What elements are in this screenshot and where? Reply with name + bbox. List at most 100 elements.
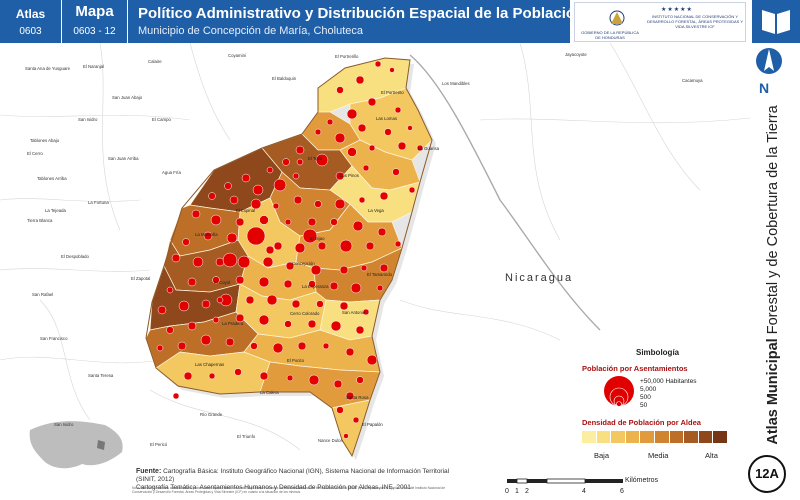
- settlement-point: [241, 173, 251, 183]
- place-label: El Tejar: [308, 156, 323, 161]
- settlement-point: [182, 238, 190, 246]
- atlas-label: Atlas: [15, 7, 46, 21]
- settlement-point: [346, 108, 358, 120]
- density-mid-label: Media: [648, 451, 669, 460]
- settlement-points: [156, 60, 424, 439]
- settlement-point: [156, 344, 164, 352]
- density-swatch: [669, 431, 685, 443]
- settlement-point: [265, 245, 275, 255]
- place-label: Santa Ana de Yusguare: [25, 66, 71, 71]
- mapa-box: Mapa 0603 - 12: [62, 0, 128, 43]
- settlement-point: [336, 86, 344, 94]
- side-title-bold: Atlas Municipal: [765, 338, 781, 445]
- density-swatch: [640, 431, 655, 443]
- settlement-point: [235, 275, 245, 285]
- settlement-point: [343, 433, 349, 439]
- place-label: El Portrerillo: [335, 54, 359, 59]
- settlement-point: [285, 261, 295, 271]
- page-subtitle: Municipio de Concepción de María, Cholut…: [138, 25, 364, 37]
- settlement-point: [394, 240, 402, 248]
- settlement-point: [365, 241, 375, 251]
- settlement-point: [317, 241, 327, 251]
- settlement-point: [334, 198, 346, 210]
- place-label: La Pradera: [222, 321, 244, 326]
- settlement-point: [200, 334, 212, 346]
- place-label: Cacamuya: [682, 78, 703, 83]
- density-swatch: [698, 431, 714, 443]
- settlement-point: [272, 202, 280, 210]
- settlement-point: [187, 321, 197, 331]
- place-label: San Juan Abajo: [112, 95, 143, 100]
- settlement-point: [362, 164, 370, 172]
- place-label: El Espinal: [236, 208, 255, 213]
- place-label: Las Lomas: [376, 116, 397, 121]
- settlement-point: [345, 391, 355, 401]
- settlement-point: [259, 215, 269, 225]
- aldea-labels: El Portrerito Las Lomas La Guarisa El Tejar…: [195, 90, 440, 427]
- place-label: Agua Fría: [162, 170, 181, 175]
- settlement-point: [374, 60, 382, 68]
- settlement-point: [407, 125, 413, 131]
- settlement-point: [356, 376, 364, 384]
- honduras-seal-icon: [609, 10, 625, 26]
- settlement-point: [283, 279, 293, 289]
- settlement-point: [266, 294, 278, 306]
- legend-density-title: Densidad de Población por Aldea: [582, 418, 701, 427]
- side-title-text: Forestal y de Cobertura de la Tierra: [765, 105, 781, 335]
- place-label: Río Grande: [200, 412, 223, 417]
- place-label: El Naranjal: [83, 64, 104, 69]
- settlement-point: [252, 184, 264, 196]
- settlement-point: [172, 392, 180, 400]
- settlement-point: [246, 226, 266, 246]
- settlement-point: [166, 326, 174, 334]
- settlement-point: [273, 241, 283, 251]
- legend-title: Simbología: [636, 348, 680, 357]
- settlement-point: [379, 191, 389, 201]
- settlement-point: [307, 217, 317, 227]
- settlement-point: [355, 75, 365, 85]
- settlement-point: [376, 284, 384, 292]
- place-label: El Zapotal: [131, 276, 150, 281]
- scale-tick-4: 4: [582, 488, 586, 495]
- settlement-point: [292, 172, 300, 180]
- scale-bar: [507, 478, 623, 484]
- page-title: Político Administrativo y Distribución E…: [138, 5, 585, 22]
- settlement-point: [352, 416, 360, 424]
- settlement-point: [308, 374, 320, 386]
- icf-logo-text: INSTITUTO NACIONAL DE CONSERVACIÓN Y DES…: [646, 14, 744, 29]
- place-label: El Pericó: [150, 442, 168, 447]
- government-logo-text: GOBIERNO DE LA REPÚBLICA DE HONDURAS: [581, 30, 639, 40]
- settlement-point: [297, 341, 307, 351]
- atlas-box: Atlas 0603: [0, 0, 62, 43]
- map-canvas: Santa Ana de Yusguare El Naranjal Calaire C…: [0, 43, 750, 469]
- national-border: [409, 54, 601, 331]
- place-label: Calaire: [148, 59, 162, 64]
- settlement-point: [307, 319, 317, 329]
- place-label: La Esperanza: [302, 284, 329, 289]
- honduras-inset: [29, 421, 123, 469]
- place-label: El Cerro: [27, 151, 43, 156]
- place-label: San Rafael: [32, 292, 53, 297]
- settlement-point: [329, 281, 339, 291]
- place-label: La Montaña: [195, 232, 218, 237]
- settlement-point: [224, 182, 232, 190]
- legend-population-title: Población por Asentamientos: [582, 364, 688, 373]
- settlement-point: [392, 168, 400, 176]
- settlement-point: [322, 342, 330, 350]
- source-text: Fuente: Cartografía Básica: Instituto Ge…: [136, 468, 466, 492]
- north-arrow-icon: [756, 48, 782, 74]
- settlement-point: [208, 192, 216, 200]
- place-label: Tierra Blanca: [27, 218, 53, 223]
- settlement-point: [394, 106, 402, 114]
- settlement-point: [366, 354, 378, 366]
- place-label: La Fortuna: [88, 200, 109, 205]
- settlement-point: [360, 264, 368, 272]
- institution-logos: GOBIERNO DE LA REPÚBLICA DE HONDURAS ★★★…: [574, 2, 746, 42]
- settlement-point: [210, 214, 222, 226]
- settlement-point: [295, 145, 305, 155]
- stars-icon: ★★★★★: [661, 7, 693, 13]
- settlement-point: [291, 299, 301, 309]
- settlement-point: [296, 158, 304, 166]
- settlement-point: [368, 144, 376, 152]
- density-swatch: [596, 431, 612, 443]
